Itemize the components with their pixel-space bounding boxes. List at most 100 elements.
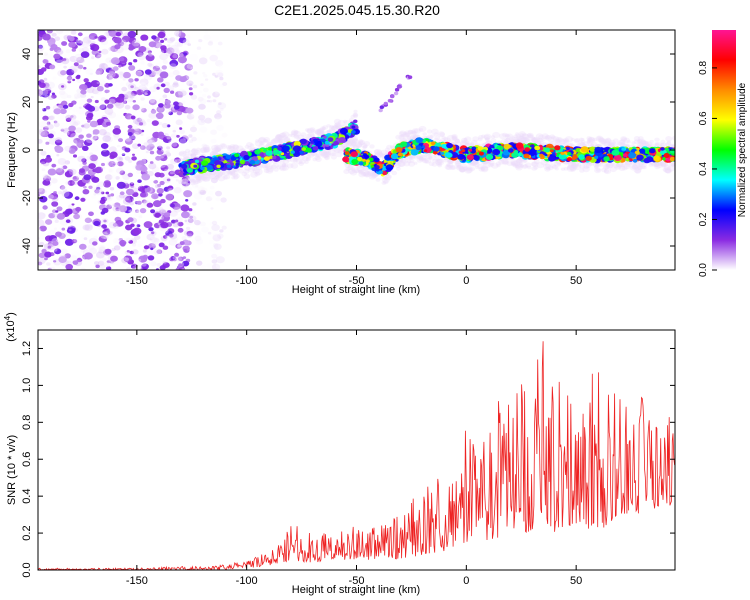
- heatmap-cell: [162, 94, 168, 98]
- heatmap-cell: [174, 159, 181, 165]
- heatmap-cell: [94, 261, 99, 266]
- heatmap-cell: [146, 139, 153, 145]
- heatmap-cell: [76, 40, 84, 46]
- heatmap-cell: [100, 166, 106, 170]
- heatmap-cell: [141, 173, 151, 181]
- heatmap-cell: [182, 39, 190, 45]
- heatmap-cell: [191, 136, 197, 142]
- heatmap-cell: [338, 137, 347, 143]
- heatmap-cell: [47, 168, 57, 176]
- heatmap-cell: [215, 190, 222, 197]
- heatmap-cell: [626, 140, 631, 144]
- heatmap-cell: [78, 106, 82, 110]
- heatmap-cell: [155, 142, 163, 148]
- heatmap-cell: [119, 170, 126, 175]
- heatmap-cell: [255, 139, 260, 143]
- heatmap-cell: [209, 54, 218, 62]
- heatmap-cell: [108, 83, 113, 87]
- heatmap-cell: [38, 89, 44, 97]
- heatmap-cell: [172, 113, 176, 117]
- heatmap-cell: [339, 127, 348, 135]
- heatmap-cell: [83, 66, 87, 70]
- heatmap-cell: [171, 219, 176, 224]
- heatmap-cell: [65, 219, 71, 223]
- heatmap-cell: [483, 134, 491, 140]
- heatmap-cell: [137, 243, 142, 248]
- heatmap-cell: [59, 172, 63, 175]
- heatmap-cell: [217, 171, 224, 176]
- heatmap-cell: [89, 120, 98, 128]
- heatmap-cell: [201, 217, 208, 222]
- heatmap-cell: [184, 219, 188, 223]
- heatmap-cell: [137, 68, 142, 73]
- heatmap-cell: [203, 176, 210, 182]
- heatmap-cell: [173, 101, 179, 106]
- heatmap-cell: [147, 139, 156, 147]
- heatmap-cell: [126, 252, 131, 256]
- heatmap-cell: [129, 182, 135, 187]
- heatmap-cell: [64, 238, 74, 246]
- heatmap-cell: [109, 187, 115, 191]
- heatmap-cell: [130, 181, 134, 185]
- heatmap-cell: [97, 244, 106, 252]
- heatmap-cell: [291, 130, 297, 136]
- heatmap-cell: [50, 177, 58, 184]
- heatmap-cell: [56, 49, 64, 55]
- heatmap-cell: [136, 89, 144, 96]
- heatmap-cell: [168, 238, 178, 246]
- heatmap-cell: [90, 95, 94, 99]
- heatmap-cell: [57, 114, 65, 120]
- heatmap-cell: [221, 225, 227, 230]
- heatmap-cell: [351, 167, 360, 174]
- heatmap-cell: [215, 246, 219, 250]
- heatmap-cell: [219, 76, 224, 81]
- heatmap-cell: [220, 83, 225, 88]
- heatmap-cell: [158, 215, 165, 220]
- heatmap-cell: [235, 159, 240, 163]
- heatmap-cell: [47, 133, 54, 139]
- heatmap-cell: [96, 155, 105, 163]
- heatmap-cell: [94, 189, 100, 194]
- heatmap-cell: [198, 39, 203, 43]
- heatmap-cell: [53, 122, 60, 128]
- heatmap-cell: [209, 171, 217, 178]
- heatmap-cell: [38, 130, 46, 136]
- heatmap-cell: [199, 126, 208, 133]
- heatmap-cell: [125, 81, 132, 87]
- heatmap-cell: [251, 166, 257, 172]
- heatmap-cell: [38, 193, 41, 197]
- heatmap-cell: [86, 98, 93, 103]
- heatmap-cell: [148, 99, 157, 106]
- heatmap-cell: [263, 137, 271, 143]
- heatmap-cell: [263, 156, 270, 162]
- heatmap-cell: [200, 166, 205, 171]
- heatmap-cell: [162, 245, 169, 250]
- heatmap-cell: [186, 63, 194, 69]
- heatmap-cell: [197, 186, 205, 193]
- heatmap-cell: [38, 241, 45, 247]
- heatmap-cell: [166, 124, 171, 128]
- heatmap-cell: [194, 235, 202, 242]
- heatmap-cell: [122, 88, 131, 94]
- heatmap-cell: [38, 139, 43, 144]
- heatmap-cell: [112, 66, 119, 71]
- heatmap-cell: [362, 145, 367, 150]
- heatmap-cell: [106, 35, 110, 38]
- heatmap-cell: [83, 174, 91, 181]
- heatmap-cell: [410, 129, 416, 134]
- heatmap-cell: [219, 143, 228, 150]
- heatmap-cell: [488, 163, 494, 168]
- heatmap-cell: [200, 119, 205, 123]
- heatmap-cell: [45, 141, 50, 145]
- heatmap-cell: [283, 153, 288, 157]
- heatmap-cell: [102, 257, 107, 262]
- heatmap-cell: [105, 191, 110, 195]
- heatmap-cell: [252, 167, 261, 174]
- heatmap-cell: [190, 65, 199, 73]
- heatmap-cell: [149, 86, 157, 93]
- heatmap-cell: [107, 71, 116, 78]
- heatmap-cell: [119, 74, 124, 79]
- heatmap-cell: [98, 247, 105, 253]
- heatmap-cell: [78, 47, 85, 53]
- heatmap-cell: [114, 44, 121, 50]
